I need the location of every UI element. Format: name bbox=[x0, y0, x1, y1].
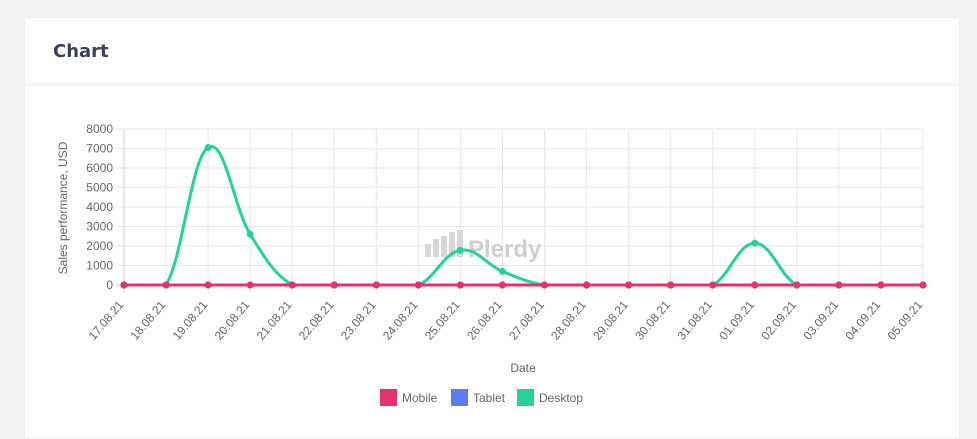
data-point-mobile[interactable] bbox=[541, 281, 549, 289]
data-point-mobile[interactable] bbox=[667, 281, 675, 289]
data-point-mobile[interactable] bbox=[583, 281, 591, 289]
data-point-mobile[interactable] bbox=[835, 281, 843, 289]
x-tick-label: 24.08.21 bbox=[380, 298, 421, 343]
data-point-desktop[interactable] bbox=[498, 267, 506, 275]
data-point-mobile[interactable] bbox=[625, 281, 633, 289]
legend-item-mobile[interactable]: Mobile bbox=[380, 389, 438, 406]
data-point-mobile[interactable] bbox=[751, 281, 759, 289]
series-mobile bbox=[120, 281, 927, 289]
data-point-mobile[interactable] bbox=[120, 281, 128, 289]
x-tick-label: 05.09.21 bbox=[885, 298, 926, 343]
x-tick-label: 28.08.21 bbox=[548, 298, 589, 343]
y-tick-label: 2000 bbox=[86, 239, 113, 253]
x-tick-label: 04.09.21 bbox=[842, 298, 883, 343]
x-tick-label: 23.08.21 bbox=[338, 298, 379, 343]
x-tick-label: 26.08.21 bbox=[464, 298, 505, 343]
x-tick-label: 22.08.21 bbox=[296, 298, 337, 343]
data-point-mobile[interactable] bbox=[498, 281, 506, 289]
card-header: Chart bbox=[25, 18, 959, 85]
y-tick-label: 3000 bbox=[86, 220, 113, 234]
data-point-mobile[interactable] bbox=[372, 281, 380, 289]
x-tick-label: 01.09.21 bbox=[716, 298, 757, 343]
data-point-mobile[interactable] bbox=[919, 281, 927, 289]
legend-label-desktop: Desktop bbox=[539, 391, 583, 405]
x-tick-label: 27.08.21 bbox=[506, 298, 547, 343]
y-tick-label: 0 bbox=[106, 278, 113, 292]
x-tick-label: 02.09.21 bbox=[758, 298, 799, 343]
data-point-mobile[interactable] bbox=[793, 281, 801, 289]
x-tick-label: 25.08.21 bbox=[422, 298, 463, 343]
series-line-desktop bbox=[124, 145, 923, 287]
data-point-mobile[interactable] bbox=[204, 281, 212, 289]
chart-card: Chart bbox=[24, 17, 960, 439]
y-tick-label: 4000 bbox=[86, 200, 113, 214]
y-tick-label: 5000 bbox=[86, 181, 113, 195]
x-tick-label: 20.08.21 bbox=[212, 298, 253, 343]
data-point-desktop[interactable] bbox=[204, 144, 212, 152]
data-point-desktop[interactable] bbox=[456, 246, 464, 254]
data-point-mobile[interactable] bbox=[288, 281, 296, 289]
x-axis-title: Date bbox=[510, 361, 536, 375]
y-axis-title: Sales performance, USD bbox=[56, 141, 70, 274]
y-tick-label: 1000 bbox=[86, 259, 113, 273]
data-point-mobile[interactable] bbox=[330, 281, 338, 289]
watermark-text: Plerdy bbox=[468, 236, 542, 263]
x-tick-label: 17.08.21 bbox=[86, 298, 127, 343]
data-point-mobile[interactable] bbox=[709, 281, 717, 289]
data-point-desktop[interactable] bbox=[751, 239, 759, 247]
chart-legend[interactable]: Mobile Tablet Desktop bbox=[380, 389, 583, 406]
legend-swatch-mobile bbox=[380, 389, 397, 406]
legend-item-desktop[interactable]: Desktop bbox=[517, 389, 583, 406]
y-tick-label: 6000 bbox=[86, 161, 113, 175]
series-desktop bbox=[120, 144, 927, 289]
legend-label-tablet: Tablet bbox=[473, 391, 506, 405]
data-point-mobile[interactable] bbox=[877, 281, 885, 289]
x-axis-ticks: 17.08.21 18.08.21 19.08.21 20.08.21 21.08.21… bbox=[86, 298, 926, 343]
x-tick-label: 31.08.21 bbox=[674, 298, 715, 343]
x-tick-label: 30.08.21 bbox=[632, 298, 673, 343]
legend-item-tablet[interactable]: Tablet bbox=[451, 389, 506, 406]
y-tick-label: 8000 bbox=[86, 122, 113, 136]
x-tick-label: 21.08.21 bbox=[254, 298, 295, 343]
legend-label-mobile: Mobile bbox=[402, 391, 438, 405]
legend-swatch-tablet bbox=[451, 389, 468, 406]
legend-swatch-desktop bbox=[517, 389, 534, 406]
plerdy-watermark: Plerdy bbox=[425, 230, 542, 263]
line-chart: Plerdy 0 1000 2000 3000 4000 5000 6000 7000 8000… bbox=[56, 122, 927, 406]
data-point-mobile[interactable] bbox=[456, 281, 464, 289]
card-title: Chart bbox=[53, 40, 109, 62]
y-tick-label: 7000 bbox=[86, 142, 113, 156]
chart-series bbox=[120, 144, 927, 289]
x-tick-label: 18.08.21 bbox=[128, 298, 169, 343]
data-point-mobile[interactable] bbox=[162, 281, 170, 289]
x-tick-label: 19.08.21 bbox=[170, 298, 211, 343]
y-axis-ticks: 0 1000 2000 3000 4000 5000 6000 7000 8000 bbox=[86, 122, 113, 292]
data-point-desktop[interactable] bbox=[246, 230, 254, 238]
x-tick-label: 29.08.21 bbox=[590, 298, 631, 343]
data-point-mobile[interactable] bbox=[246, 281, 254, 289]
chart-grid bbox=[116, 128, 924, 293]
data-point-mobile[interactable] bbox=[414, 281, 422, 289]
x-tick-label: 03.09.21 bbox=[800, 298, 841, 343]
